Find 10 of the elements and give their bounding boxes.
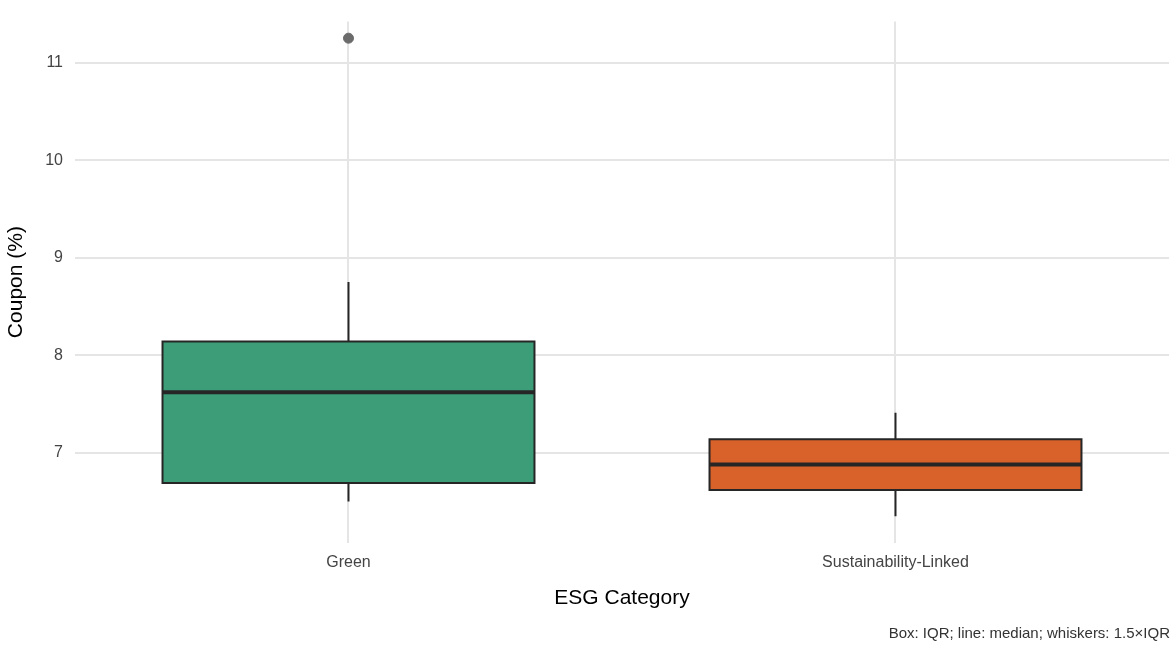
y-tick-label: 7 bbox=[54, 443, 64, 461]
text: Box: IQR; line: median; whiskers: 1.5×IQR bbox=[888, 623, 1171, 641]
x-axis-title: ESG Category bbox=[554, 585, 691, 609]
x-tick-label: Green bbox=[326, 552, 371, 570]
x-tick-label: Sustainability-Linked bbox=[822, 552, 969, 570]
y-tick-label: 11 bbox=[46, 52, 64, 70]
y-tick-label: 9 bbox=[54, 248, 64, 266]
y-axis-title: Coupon (%) bbox=[3, 226, 27, 339]
y-tick-label: 8 bbox=[54, 345, 64, 363]
y-tick-label: 10 bbox=[45, 150, 64, 168]
